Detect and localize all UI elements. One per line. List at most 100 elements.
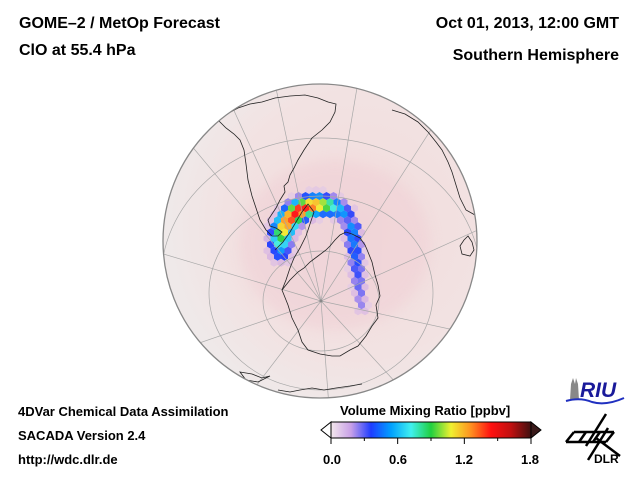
latitude-circle: [163, 137, 477, 398]
plume-cell: [316, 216, 323, 225]
plume-cell: [284, 234, 292, 243]
madagascar-coast: [459, 235, 475, 257]
plume-cell: [277, 234, 285, 243]
meridian: [169, 119, 322, 302]
colorbar-tick-label: 0.6: [388, 452, 408, 467]
meridian: [163, 249, 322, 302]
method-label: 4DVar Chemical Data Assimilation: [18, 404, 229, 419]
riu-logo-text: RIU: [580, 379, 617, 402]
meridian: [269, 84, 322, 302]
plume-cell: [337, 216, 344, 225]
plume-cell: [340, 210, 348, 219]
plume-cell: [312, 185, 320, 195]
plume-cell: [263, 246, 271, 255]
plume-cell: [358, 252, 365, 261]
plume-cell: [284, 246, 292, 255]
meridian: [320, 84, 361, 302]
plume-cell: [267, 252, 274, 261]
antarctica-coast: [281, 231, 381, 357]
plume-cell: [344, 204, 351, 213]
plume-cell: [312, 198, 320, 207]
globe: [162, 83, 478, 399]
url-link[interactable]: http://wdc.dlr.de: [18, 452, 118, 467]
plume-cell: [291, 222, 299, 231]
plume-cell: [295, 216, 302, 225]
plume-cell: [354, 295, 362, 304]
plume-cell: [330, 192, 337, 201]
plume-cell: [347, 246, 355, 255]
plume-cell: [340, 198, 348, 207]
plume-cell: [347, 234, 355, 243]
plume-cell: [270, 234, 278, 243]
plume-cell: [270, 246, 278, 255]
plume-cell: [270, 210, 278, 219]
plume-cell: [344, 216, 351, 225]
plume-cell: [270, 258, 278, 267]
plume-cell: [351, 216, 358, 225]
meridian: [320, 300, 331, 398]
plume-cell: [358, 289, 365, 298]
plume-cell: [309, 204, 316, 213]
plume-cell: [323, 204, 330, 213]
colorbar-over-arrow: [530, 420, 542, 440]
africa-coast: [391, 109, 476, 216]
plume-cell: [277, 222, 285, 231]
colorbar-title: Volume Mixing Ratio [ppbv]: [340, 403, 511, 418]
plume-cell: [319, 185, 327, 195]
plume-cell: [330, 204, 337, 213]
plume-cell: [281, 204, 288, 213]
plume-cell: [354, 222, 362, 231]
plume-cell: [361, 282, 369, 292]
plume-cell: [344, 264, 351, 273]
plume-cell: [351, 289, 358, 298]
plume-cell: [263, 234, 271, 243]
cathedral-icon: [570, 378, 579, 400]
plume-cell: [277, 258, 285, 267]
plume-cell: [358, 228, 365, 237]
plume-cell: [298, 210, 306, 219]
plume-cell: [319, 198, 327, 207]
plume-cell: [351, 264, 358, 273]
plume-cell: [358, 301, 365, 310]
plume-cell: [270, 222, 278, 231]
plume-cell: [295, 204, 302, 213]
plume-cell: [361, 295, 369, 304]
dlr-emblem-icon: [565, 413, 621, 461]
plume-cell: [302, 192, 309, 201]
plume-cell: [316, 204, 323, 213]
antarctica-outer-coast: [277, 383, 363, 393]
globe-outline: [162, 83, 478, 399]
plume-cell: [347, 270, 355, 279]
plume-cell: [305, 210, 313, 219]
plume-cell: [267, 228, 274, 237]
plume-cell: [284, 210, 292, 219]
colorbar-tick-label: 0.0: [322, 452, 342, 467]
colorbar-tick-label: 1.8: [520, 452, 540, 467]
plume-cell: [291, 210, 299, 219]
meridian: [219, 84, 322, 302]
plume-cell: [358, 276, 365, 285]
plume-cell: [291, 198, 299, 207]
plume-cell: [333, 198, 341, 207]
plume-cell: [361, 270, 369, 279]
datetime-label: Oct 01, 2013, 12:00 GMT: [435, 15, 619, 32]
plume-cell: [319, 210, 327, 219]
plume-cell: [344, 240, 351, 249]
plume-cell: [365, 301, 372, 310]
dlr-logo: DLR: [565, 413, 621, 466]
plume-cell: [326, 198, 334, 207]
latitude-circle: [208, 195, 434, 391]
product-title: GOME–2 / MetOp Forecast: [19, 15, 220, 32]
south-america-coast: [217, 94, 337, 237]
plume-cell: [351, 276, 358, 285]
antarctic-peninsula-coast: [274, 203, 315, 291]
plume-cell: [354, 270, 362, 279]
plume-cell: [347, 258, 355, 267]
coastlines: [217, 94, 476, 393]
plume-cell: [351, 204, 358, 213]
plume-cell: [295, 228, 302, 237]
plume-cell: [277, 246, 285, 255]
colorbar-bar: [330, 421, 532, 439]
plume-cell: [347, 282, 355, 292]
